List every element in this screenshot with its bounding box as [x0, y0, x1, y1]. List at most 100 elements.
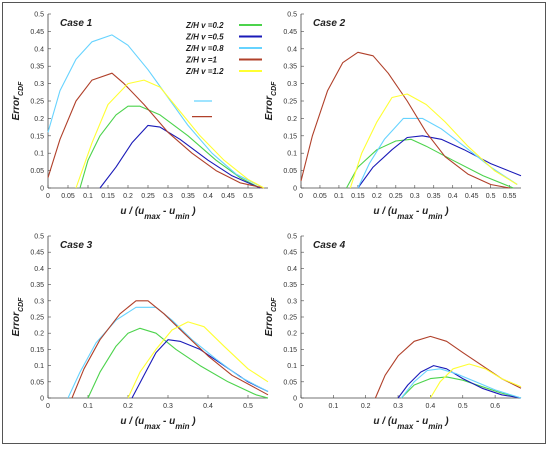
x-tick-label: 0.55	[503, 193, 517, 200]
x-axis-label-part: )	[443, 206, 450, 217]
y-tick-label: 0	[40, 396, 44, 403]
series-line	[71, 300, 269, 399]
panel-3: 0 0.05 0.1 0.15 0.2 0.25 0.3 0.35 0.4 0.45 0.5 0 0.1…	[11, 234, 269, 431]
x-axis-label-part: u / (u	[120, 416, 144, 427]
y-axis-label-part: Error	[264, 311, 275, 337]
x-axis-label-part: min	[428, 212, 442, 221]
x-tick-label: 0.2	[123, 193, 133, 200]
series-line	[349, 93, 518, 189]
y-tick-label: 0.3	[287, 81, 297, 88]
series-line	[127, 321, 269, 399]
y-tick-label: 0.45	[30, 29, 44, 36]
x-tick-label: 0	[46, 193, 50, 200]
y-tick-label: 0.25	[30, 315, 44, 322]
y-tick-label: 0.15	[283, 133, 297, 140]
y-tick-label: 0.45	[30, 250, 44, 257]
legend-label: Z/H v =0.5	[185, 33, 224, 42]
y-axis-label-part: Error	[11, 95, 22, 121]
panel-4: 0 0.05 0.1 0.15 0.2 0.25 0.3 0.35 0.4 0.45 0.5 0 0.1…	[264, 234, 522, 431]
x-tick-label: 0.4	[426, 403, 436, 410]
y-tick-label: 0	[40, 186, 44, 193]
x-axis-label-part: max	[144, 422, 161, 431]
panel-title: Case 3	[60, 240, 93, 251]
x-tick-label: 0	[46, 403, 50, 410]
y-tick-label: 0.5	[34, 12, 44, 19]
y-tick-label: 0.05	[30, 379, 44, 386]
y-tick-label: 0.4	[34, 266, 44, 273]
y-axis-label: ErrorCDF	[11, 81, 25, 121]
x-axis-label: u / (umax - umin )	[373, 416, 449, 431]
y-tick-label: 0.35	[30, 64, 44, 71]
x-tick-label: 0.45	[465, 193, 479, 200]
panel-title: Case 2	[313, 18, 346, 29]
x-tick-label: 0.35	[181, 193, 195, 200]
panel-title: Case 4	[313, 240, 346, 251]
x-axis-label-part: min	[428, 422, 442, 431]
legend-label: Z/H v =1.2	[185, 67, 224, 76]
x-tick-label: 0.15	[351, 193, 365, 200]
y-tick-label: 0.35	[30, 282, 44, 289]
x-tick-label: 0.3	[410, 193, 420, 200]
legend-label: Z/H v =0.8	[185, 44, 224, 53]
y-tick-label: 0.4	[34, 46, 44, 53]
y-axis-label-part: Error	[264, 95, 275, 121]
series-line	[400, 376, 522, 399]
series-line	[79, 105, 261, 189]
series-line	[47, 34, 265, 189]
y-tick-label: 0.35	[283, 64, 297, 71]
x-axis-label-part: u / (u	[120, 206, 144, 217]
x-tick-label: 0.4	[448, 193, 458, 200]
legend: Z/H v =0.2 Z/H v =0.5 Z/H v =0.8 Z/H v =1 Z/…	[185, 21, 262, 76]
x-axis-label-part: - u	[413, 206, 428, 217]
series-line	[99, 124, 261, 189]
x-tick-label: 0.3	[393, 403, 403, 410]
legend-label: Z/H v =1	[185, 56, 217, 65]
x-tick-label: 0	[299, 193, 303, 200]
x-axis-label-part: max	[397, 212, 414, 221]
series-line	[87, 327, 269, 399]
y-tick-label: 0.2	[287, 331, 297, 338]
x-tick-label: 0.25	[141, 193, 155, 200]
x-axis-label-part: - u	[413, 416, 428, 427]
y-tick-label: 0.1	[287, 363, 297, 370]
x-axis-label: u / (umax - umin )	[120, 416, 196, 431]
x-tick-label: 0.4	[203, 403, 213, 410]
series-line	[300, 51, 510, 189]
y-axis-label-part: Error	[11, 311, 22, 337]
x-tick-label: 0.2	[361, 403, 371, 410]
x-axis-label-part: max	[144, 212, 161, 221]
x-axis-label-part: - u	[160, 206, 175, 217]
series-line	[397, 365, 522, 399]
x-axis-label: u / (umax - umin )	[373, 206, 449, 221]
y-tick-label: 0.4	[287, 266, 297, 273]
x-tick-label: 0.1	[83, 403, 93, 410]
panel-2: 0 0.05 0.1 0.15 0.2 0.25 0.3 0.35 0.4 0.45 0.5 0 0.0…	[264, 12, 522, 221]
y-axis-label-subscript: CDF	[18, 297, 25, 312]
x-tick-label: 0.05	[61, 193, 75, 200]
x-tick-label: 0.15	[101, 193, 115, 200]
y-tick-label: 0.45	[283, 29, 297, 36]
x-axis-label-part: u / (u	[373, 416, 397, 427]
y-axis-label-subscript: CDF	[271, 297, 278, 312]
y-tick-label: 0.5	[287, 234, 297, 241]
y-tick-label: 0.15	[283, 347, 297, 354]
y-tick-label: 0.45	[283, 250, 297, 257]
y-axis-label: ErrorCDF	[11, 297, 25, 337]
x-axis-label-part: max	[397, 422, 414, 431]
series-line	[47, 72, 265, 189]
x-tick-label: 0	[299, 403, 303, 410]
y-tick-label: 0.15	[30, 347, 44, 354]
x-tick-label: 0.5	[243, 403, 253, 410]
x-axis-label-part: )	[190, 416, 197, 427]
figure-border	[2, 2, 546, 444]
y-tick-label: 0.1	[287, 151, 297, 158]
panel-title: Case 1	[60, 18, 93, 29]
x-axis-label-part: )	[443, 416, 450, 427]
y-tick-label: 0.3	[287, 298, 297, 305]
x-tick-label: 0.5	[486, 193, 496, 200]
x-tick-label: 0.3	[163, 193, 173, 200]
series-line	[429, 363, 522, 399]
x-axis-label-part: min	[175, 422, 189, 431]
series-line	[357, 117, 518, 189]
